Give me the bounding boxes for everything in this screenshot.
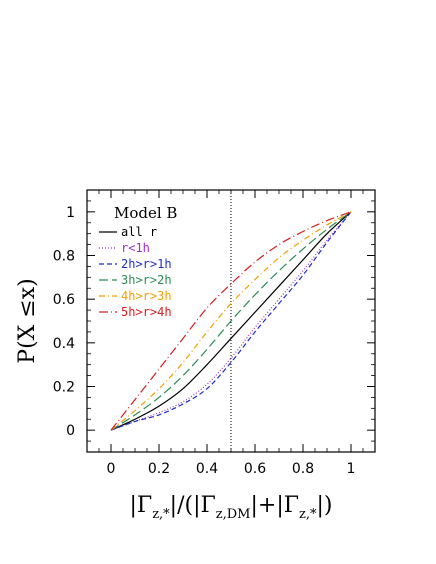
series-lines (110, 211, 352, 431)
y-tick-label: 0.4 (53, 336, 75, 352)
legend-label-0: all r (121, 225, 157, 239)
series-line-5 (110, 211, 352, 431)
legend-label-4: 4h>r>3h (121, 289, 172, 303)
x-tick-label: 0.6 (244, 461, 266, 477)
x-tick-labels: 0 0.2 0.4 0.6 0.8 1 (107, 461, 356, 477)
y-tick-label: 0.2 (53, 380, 75, 396)
y-tick-label: 0.8 (53, 249, 75, 265)
x-label-close: |) (317, 493, 333, 518)
x-tick-label: 0 (107, 461, 116, 477)
series-line-0 (110, 211, 352, 431)
x-label-gamma-2: Γ (201, 493, 216, 518)
series-line-2 (110, 211, 352, 431)
y-axis-label: P(X ≤x) (15, 278, 40, 363)
x-label-bar-open: | (130, 493, 137, 518)
major-ticks (87, 190, 375, 452)
x-label-mid: |/(| (170, 493, 201, 518)
chart-title: Model B (114, 204, 177, 222)
x-label-mid-2: |+| (250, 493, 283, 518)
x-tick-label: 0.2 (148, 461, 170, 477)
y-tick-label: 1 (66, 205, 75, 221)
minor-ticks (87, 190, 375, 452)
x-tick-label: 0.8 (292, 461, 314, 477)
x-axis-label: |Γz,*|/(|Γz,DM|+|Γz,*|) (130, 493, 333, 522)
x-label-sub-1: z,* (152, 507, 170, 522)
legend-label-3: 3h>r>2h (121, 273, 172, 287)
series-line-3 (110, 211, 352, 431)
y-tick-label: 0 (66, 423, 75, 439)
x-label-sub-3: z,* (299, 507, 317, 522)
y-tick-labels: 0 0.2 0.4 0.6 0.8 1 (53, 205, 75, 439)
series-line-1 (110, 211, 352, 431)
x-tick-label: 1 (347, 461, 356, 477)
x-tick-label: 0.4 (196, 461, 218, 477)
x-label-gamma-3: Γ (284, 493, 299, 518)
legend-label-5: 5h>r>4h (121, 305, 172, 319)
y-tick-label: 0.6 (53, 292, 75, 308)
x-label-gamma-1: Γ (137, 493, 152, 518)
legend-label-1: r<1h (121, 241, 150, 255)
series-line-4 (110, 211, 352, 431)
legend-label-2: 2h>r>1h (121, 257, 172, 271)
x-label-sub-2: z,DM (216, 507, 251, 522)
legend: all r r<1h 2h>r>1h 3h>r>2h 4h>r>3h 5h>r>4h (99, 225, 172, 319)
